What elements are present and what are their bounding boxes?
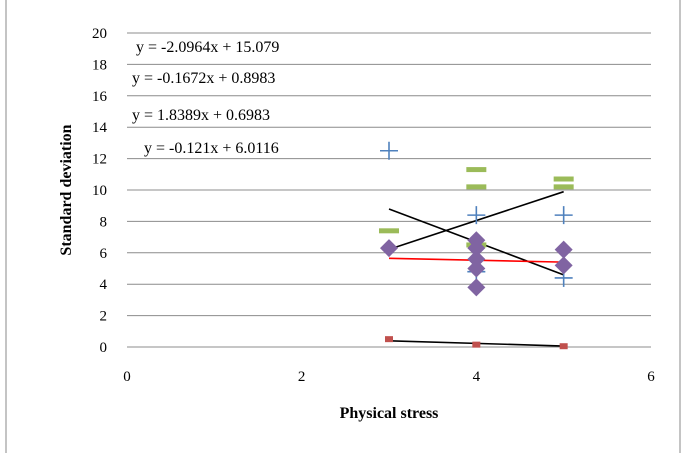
point-s1-2	[472, 341, 481, 348]
equation-3: y = 1.8389x + 0.6983	[132, 107, 270, 124]
x-tick-6: 6	[647, 369, 655, 385]
x-tick-0: 0	[123, 369, 131, 385]
y-tick-4: 4	[100, 277, 108, 293]
x-tick-labels: 0 2 4 6	[123, 369, 655, 385]
point-s4-7	[554, 240, 573, 259]
point-s4-8	[554, 256, 573, 275]
y-tick-8: 8	[100, 214, 108, 230]
point-s3-1	[380, 141, 398, 160]
y-tick-6: 6	[100, 246, 108, 262]
point-s4-3	[467, 239, 486, 258]
equation-4: y = -0.121x + 6.0116	[144, 140, 279, 157]
x-tick-4: 4	[473, 369, 481, 385]
y-tick-labels: 0 2 4 6 8 10 12 14 16 18 20	[92, 26, 108, 356]
point-s1-1	[385, 336, 393, 343]
y-tick-16: 16	[92, 89, 108, 105]
point-s2-3	[466, 184, 487, 190]
y-tick-2: 2	[100, 309, 108, 325]
point-s2-4	[466, 167, 487, 173]
point-s2-5	[553, 184, 574, 190]
y-tick-18: 18	[92, 57, 107, 73]
point-s3-2	[467, 206, 486, 225]
y-tick-0: 0	[100, 340, 108, 356]
y-tick-20: 20	[92, 26, 107, 42]
y-axis-title: Standard deviation	[58, 124, 75, 255]
point-s2-6	[553, 176, 574, 182]
x-axis-title: Physical stress	[340, 405, 439, 422]
trendline-equations: y = -2.0964x + 15.079 y = -0.1672x + 0.89…	[132, 39, 279, 157]
y-tick-10: 10	[92, 183, 107, 199]
y-tick-14: 14	[92, 120, 108, 136]
point-s4-4	[467, 250, 486, 269]
point-s1-3	[559, 343, 568, 350]
data-points	[379, 141, 574, 350]
point-s4-6	[467, 278, 486, 297]
x-tick-2: 2	[298, 369, 306, 385]
point-s2-1	[379, 228, 399, 234]
point-s4-1	[380, 239, 398, 258]
equation-1: y = -2.0964x + 15.079	[136, 39, 279, 56]
point-s4-5	[467, 259, 486, 278]
y-tick-12: 12	[92, 152, 107, 168]
equation-2: y = -0.1672x + 0.8983	[132, 70, 275, 87]
point-s3-4	[554, 206, 573, 225]
